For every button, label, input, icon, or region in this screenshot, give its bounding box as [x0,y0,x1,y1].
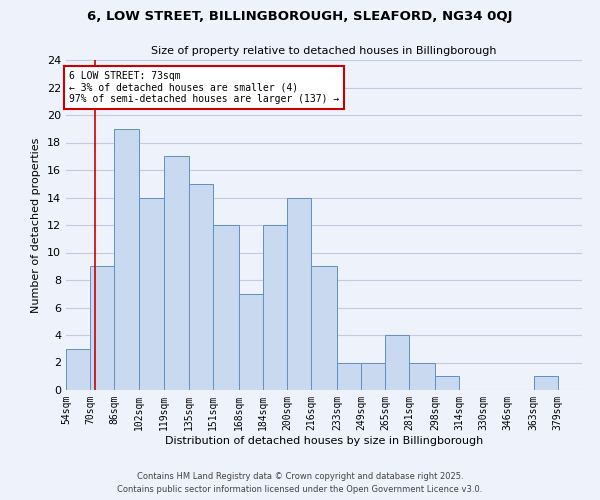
Text: Contains HM Land Registry data © Crown copyright and database right 2025.
Contai: Contains HM Land Registry data © Crown c… [118,472,482,494]
Bar [337,362,361,390]
Text: 6 LOW STREET: 73sqm
← 3% of detached houses are smaller (4)
97% of semi-detached: 6 LOW STREET: 73sqm ← 3% of detached hou… [69,71,339,104]
Bar [263,225,287,390]
Y-axis label: Number of detached properties: Number of detached properties [31,138,41,312]
Bar [311,266,337,390]
Bar [188,184,213,390]
Bar [409,362,435,390]
Bar [435,376,460,390]
Bar [287,198,311,390]
Bar [361,362,385,390]
Bar [90,266,115,390]
Bar [385,335,409,390]
Bar [239,294,263,390]
Bar [139,198,164,390]
Bar [164,156,188,390]
X-axis label: Distribution of detached houses by size in Billingborough: Distribution of detached houses by size … [165,436,483,446]
Text: 6, LOW STREET, BILLINGBOROUGH, SLEAFORD, NG34 0QJ: 6, LOW STREET, BILLINGBOROUGH, SLEAFORD,… [87,10,513,23]
Bar [66,349,90,390]
Bar [213,225,239,390]
Bar [533,376,558,390]
Bar [115,128,139,390]
Title: Size of property relative to detached houses in Billingborough: Size of property relative to detached ho… [151,46,497,56]
